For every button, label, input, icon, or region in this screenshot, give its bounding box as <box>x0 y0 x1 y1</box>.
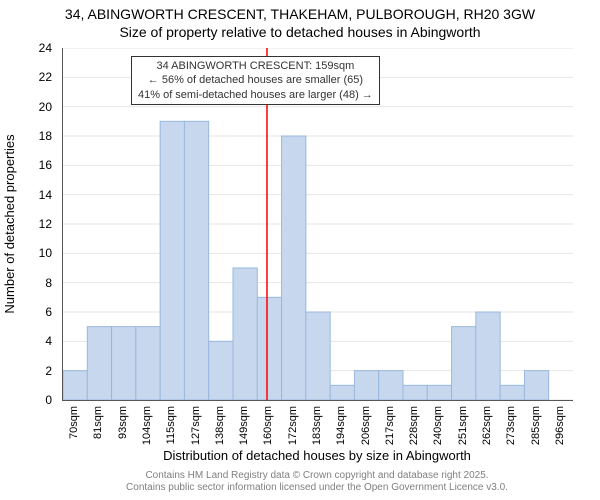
y-tick-label: 22 <box>39 70 52 84</box>
x-tick-label: 127sqm <box>190 406 202 445</box>
bar <box>136 327 160 400</box>
x-tick-label: 104sqm <box>141 406 153 445</box>
chart-container: 34, ABINGWORTH CRESCENT, THAKEHAM, PULBO… <box>0 0 600 500</box>
y-tick-label: 10 <box>39 246 52 260</box>
bar <box>112 327 136 400</box>
bar <box>427 385 451 400</box>
x-tick-label: 273sqm <box>505 406 517 445</box>
bar <box>354 371 378 400</box>
y-tick-label: 20 <box>39 100 52 114</box>
annotation-line3: 41% of semi-detached houses are larger (… <box>138 88 373 102</box>
x-tick-label: 251sqm <box>457 406 469 445</box>
y-tick-label: 0 <box>45 393 52 407</box>
y-tick-label: 12 <box>39 217 52 231</box>
y-tick-label: 16 <box>39 158 52 172</box>
footer-line2: Contains public sector information licen… <box>62 482 572 494</box>
y-tick-label: 8 <box>45 276 52 290</box>
bar <box>330 385 354 400</box>
y-tick-label: 24 <box>39 41 52 55</box>
x-tick-label: 262sqm <box>481 406 493 445</box>
chart-footer: Contains HM Land Registry data © Crown c… <box>62 470 572 494</box>
annotation-line2: ← 56% of detached houses are smaller (65… <box>138 73 373 87</box>
x-tick-label: 160sqm <box>262 406 274 445</box>
bar <box>233 268 257 400</box>
x-tick-label: 296sqm <box>554 406 566 445</box>
bar <box>476 312 500 400</box>
x-tick-label: 115sqm <box>165 406 177 444</box>
y-tick-label: 14 <box>39 188 52 202</box>
bar <box>184 121 208 400</box>
y-tick-label: 4 <box>45 334 52 348</box>
bar <box>500 385 524 400</box>
chart-title-line1: 34, ABINGWORTH CRESCENT, THAKEHAM, PULBO… <box>0 6 600 24</box>
x-tick-label: 240sqm <box>432 406 444 445</box>
x-tick-label: 206sqm <box>360 406 372 445</box>
chart-title-line2: Size of property relative to detached ho… <box>0 24 600 42</box>
bar <box>306 312 330 400</box>
x-tick-label: 217sqm <box>384 406 396 445</box>
y-tick-label: 18 <box>39 129 52 143</box>
x-tick-label: 138sqm <box>214 406 226 445</box>
bar <box>403 385 427 400</box>
bar <box>63 371 87 400</box>
x-tick-label: 228sqm <box>408 406 420 445</box>
x-tick-label: 93sqm <box>117 406 129 439</box>
annotation-box: 34 ABINGWORTH CRESCENT: 159sqm ← 56% of … <box>131 56 380 105</box>
x-tick-label: 70sqm <box>68 406 80 439</box>
annotation-line1: 34 ABINGWORTH CRESCENT: 159sqm <box>138 59 373 73</box>
x-tick-label: 172sqm <box>287 406 299 445</box>
bar <box>282 136 306 400</box>
footer-line1: Contains HM Land Registry data © Crown c… <box>62 470 572 482</box>
x-axis-label: Distribution of detached houses by size … <box>62 448 572 463</box>
bar <box>209 341 233 400</box>
bar <box>160 121 184 400</box>
y-axis-label: Number of detached properties <box>2 134 17 313</box>
bar <box>87 327 111 400</box>
x-tick-label: 183sqm <box>311 406 323 445</box>
bar <box>379 371 403 400</box>
chart-title-block: 34, ABINGWORTH CRESCENT, THAKEHAM, PULBO… <box>0 0 600 41</box>
y-tick-label: 6 <box>45 305 52 319</box>
bar <box>452 327 476 400</box>
y-tick-label: 2 <box>45 364 52 378</box>
x-tick-label: 194sqm <box>335 406 347 445</box>
x-tick-label: 285sqm <box>530 406 542 445</box>
bar <box>524 371 548 400</box>
bar <box>257 297 281 400</box>
bars-group <box>63 121 549 400</box>
x-tick-label: 149sqm <box>238 406 250 445</box>
x-tick-label: 81sqm <box>92 406 104 439</box>
plot-area: 34 ABINGWORTH CRESCENT: 159sqm ← 56% of … <box>62 48 573 401</box>
